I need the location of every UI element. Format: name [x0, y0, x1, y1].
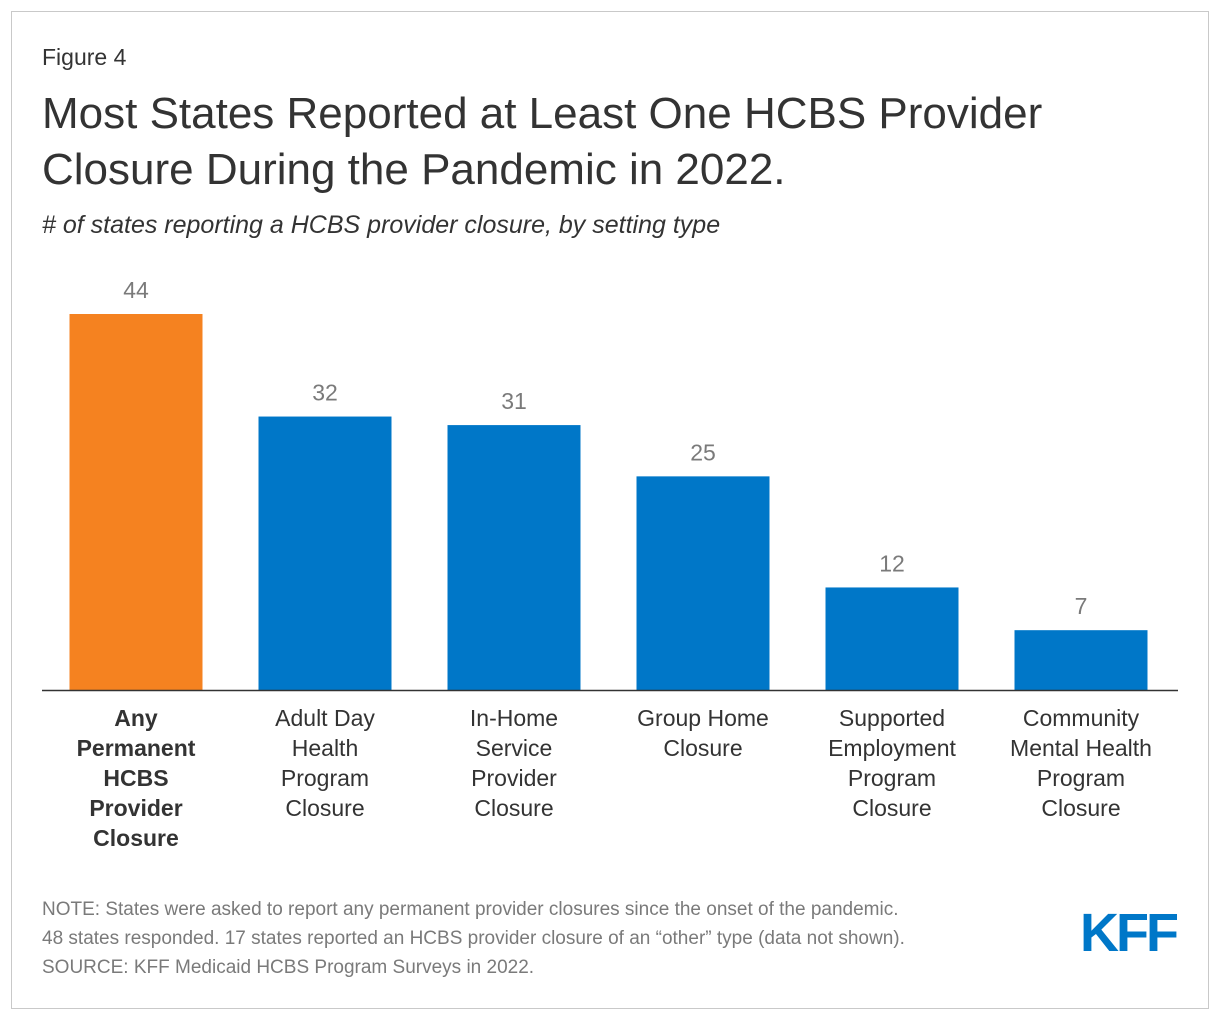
figure-frame — [11, 11, 1209, 1009]
value-label-1: 44 — [123, 277, 149, 303]
chart-title: Most States Reported at Least One HCBS P… — [42, 86, 1192, 198]
bar-6 — [1014, 630, 1148, 690]
chart-subtitle: # of states reporting a HCBS provider cl… — [42, 211, 721, 239]
category-label-line: Program — [1037, 765, 1125, 791]
note-line-2: 48 states responded. 17 states reported … — [42, 928, 905, 949]
category-label-4: Group Home Closure — [637, 705, 769, 761]
category-label-line: Provider — [471, 765, 557, 791]
category-label-line: Program — [281, 765, 369, 791]
source-line: SOURCE: KFF Medicaid HCBS Program Survey… — [42, 957, 535, 978]
chart-title-line-2: Closure During the Pandemic in 2022. — [42, 145, 786, 194]
bar-5 — [825, 587, 959, 690]
category-label-5: Supported Employment Program Closure — [828, 705, 956, 821]
note-line-1: NOTE: States were asked to report any pe… — [42, 899, 899, 920]
category-label-line: Permanent — [77, 735, 196, 761]
category-label-6: Community Mental Health Program Closure — [1010, 705, 1152, 821]
category-label-2: Adult Day Health Program Closure — [275, 705, 375, 821]
chart-title-line-1: Most States Reported at Least One HCBS P… — [42, 89, 1043, 138]
chart-notes: NOTE: States were asked to report any pe… — [42, 895, 1052, 982]
category-label-1: Any Permanent HCBS Provider Closure — [77, 705, 196, 851]
bar-chart: 44 Any Permanent HCBS Provider Closure 32 Adult… — [42, 277, 1178, 851]
figure-label: Figure 4 — [42, 44, 127, 70]
category-label-line: HCBS — [103, 765, 168, 791]
category-label-line: Mental Health — [1010, 735, 1152, 761]
category-label-line: Closure — [663, 735, 742, 761]
category-label-line: Closure — [93, 825, 179, 851]
category-label-line: Health — [292, 735, 358, 761]
value-label-6: 7 — [1075, 593, 1088, 619]
bar-1 — [69, 314, 203, 690]
category-label-line: Any — [114, 705, 158, 731]
category-label-3: In-Home Service Provider Closure — [470, 705, 558, 821]
category-label-line: Community — [1023, 705, 1140, 731]
category-label-line: Supported — [839, 705, 945, 731]
category-label-line: Service — [476, 735, 553, 761]
category-label-line: Adult Day — [275, 705, 375, 731]
kff-logo: KFF — [1080, 905, 1180, 957]
bar-4 — [636, 476, 770, 690]
value-label-2: 32 — [312, 380, 338, 406]
category-label-line: Employment — [828, 735, 956, 761]
category-label-line: Closure — [285, 795, 364, 821]
category-label-line: Closure — [474, 795, 553, 821]
category-label-line: Group Home — [637, 705, 769, 731]
value-label-4: 25 — [690, 439, 716, 465]
kff-logo-text: KFF — [1080, 905, 1178, 957]
bar-2 — [258, 416, 392, 690]
value-label-3: 31 — [501, 388, 527, 414]
category-label-line: Closure — [1041, 795, 1120, 821]
category-label-line: Provider — [89, 795, 182, 821]
category-label-line: Program — [848, 765, 936, 791]
category-label-line: In-Home — [470, 705, 558, 731]
category-label-line: Closure — [852, 795, 931, 821]
bar-3 — [447, 425, 581, 690]
value-label-5: 12 — [879, 550, 905, 576]
